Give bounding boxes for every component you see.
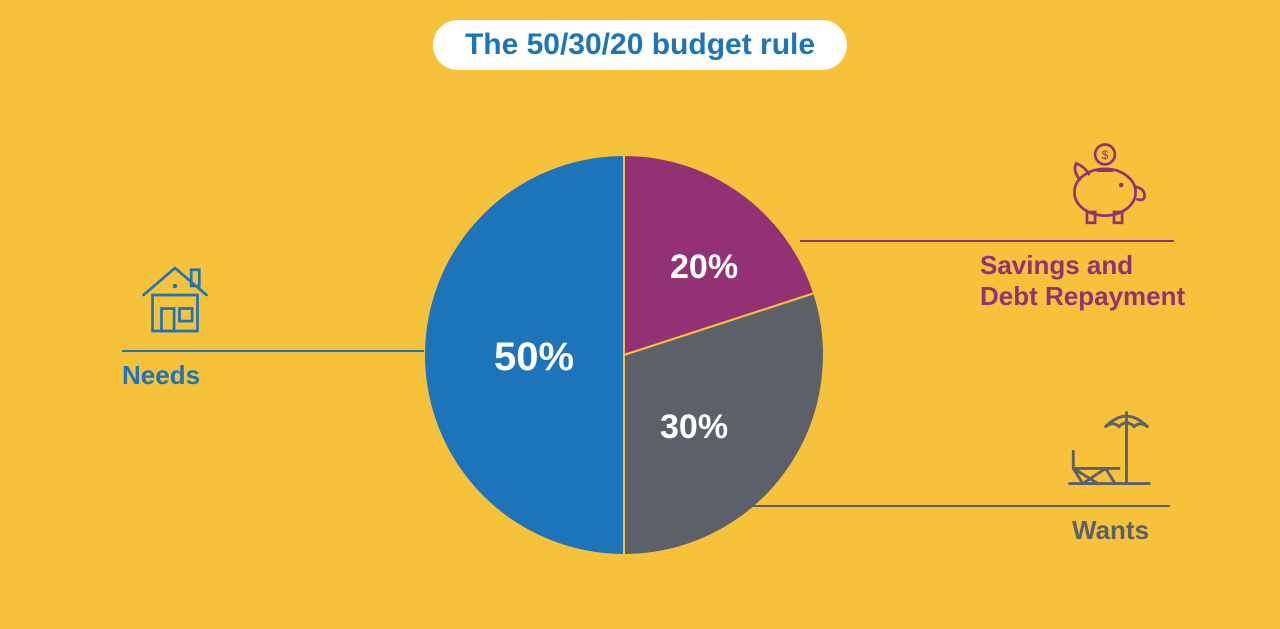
svg-text:$: $ <box>1102 149 1109 162</box>
pie-svg <box>424 155 824 555</box>
slice-label-savings: 20% <box>670 248 738 287</box>
piggy-bank-icon: $ <box>1060 140 1150 230</box>
leader-savings <box>800 240 1174 242</box>
callout-savings: Savings and Debt Repayment <box>980 250 1185 312</box>
callout-needs: Needs <box>122 360 200 391</box>
house-icon <box>130 250 220 340</box>
callout-wants: Wants <box>1072 515 1149 546</box>
leader-wants <box>740 505 1170 507</box>
leader-needs <box>122 350 424 352</box>
beach-chair-icon <box>1060 400 1155 495</box>
chart-title: The 50/30/20 budget rule <box>433 20 847 70</box>
slice-label-wants: 30% <box>660 408 728 447</box>
pie-chart <box>424 155 824 555</box>
slice-label-needs: 50% <box>494 335 574 380</box>
infographic-stage: The 50/30/20 budget rule 20% 30% 50% Nee… <box>0 0 1280 629</box>
